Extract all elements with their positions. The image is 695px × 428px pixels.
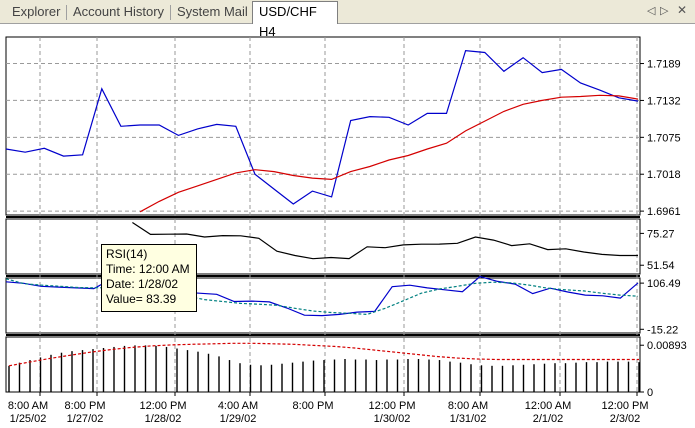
histogram-signal-line — [8, 342, 639, 367]
x-tick-date: 1/27/02 — [67, 413, 104, 425]
series-line-1-0 — [132, 221, 638, 260]
series-line-0-0 — [5, 49, 639, 205]
tooltip-value: Value= 83.39 — [106, 292, 177, 306]
y-tick-label: 1.7018 — [647, 169, 681, 181]
histogram-panel — [8, 342, 640, 392]
x-tick-date: 1/28/02 — [145, 413, 182, 425]
x-tick-date: 1/31/02 — [450, 413, 487, 425]
y-tick-label: 1.7132 — [647, 95, 681, 107]
tab-separator — [66, 5, 67, 20]
x-tick-time: 8:00 AM — [8, 400, 48, 412]
x-tick-time: 8:00 PM — [293, 400, 334, 412]
x-tick-time: 8:00 AM — [448, 400, 488, 412]
x-tick-time: 12:00 AM — [525, 400, 571, 412]
x-tick-date: 2/1/02 — [533, 413, 564, 425]
y-tick-label: -15.22 — [647, 324, 678, 336]
axis-labels: 1.7189 1.7132 1.7075 1.7018 1.6961 75.27 51.54… — [8, 59, 687, 425]
y-tick-label: 0.00893 — [647, 340, 687, 352]
y-tick-label: 51.54 — [647, 260, 675, 272]
series-line-0-1 — [139, 94, 639, 213]
panel-frame-0 — [5, 36, 641, 216]
x-tick-time: 12:00 PM — [368, 400, 415, 412]
y-tick-label: 0 — [647, 387, 653, 399]
y-tick-label: 75.27 — [647, 228, 675, 240]
tab-bar: Explorer Account History System Mail USD… — [0, 0, 695, 39]
triangle-right-icon[interactable]: ▷ — [660, 5, 669, 17]
triangle-left-icon[interactable]: ◁ — [647, 5, 656, 17]
tab-separator — [170, 5, 171, 20]
tooltip-title: RSI(14) — [106, 247, 148, 261]
tab-account-history[interactable]: Account History — [73, 4, 165, 19]
chart-area[interactable]: 1.7189 1.7132 1.7075 1.7018 1.6961 75.27 51.54… — [0, 24, 695, 428]
y-tick-label: 1.7075 — [647, 132, 681, 144]
chart-grid — [6, 37, 640, 392]
y-tick-label: 1.7189 — [647, 59, 681, 71]
tooltip-time: Time: 12:00 AM — [106, 262, 190, 276]
x-tick-date: 1/30/02 — [374, 413, 411, 425]
y-tick-label: 1.6961 — [647, 206, 681, 218]
x-tick-date: 1/25/02 — [10, 413, 47, 425]
tab-explorer[interactable]: Explorer — [12, 4, 61, 19]
tab-system-mail[interactable]: System Mail — [177, 4, 248, 19]
tooltip-date: Date: 1/28/02 — [106, 277, 179, 291]
close-icon[interactable]: ✕ — [677, 3, 688, 17]
tab-usdchf-h4[interactable]: USD/CHF H4 — [252, 1, 338, 39]
panel-frame-1 — [5, 218, 641, 275]
panel-frame-2 — [5, 277, 641, 334]
x-tick-time: 12:00 PM — [601, 400, 648, 412]
x-tick-date: 2/3/02 — [610, 413, 641, 425]
x-tick-date: 1/29/02 — [220, 413, 257, 425]
panel-frames — [5, 36, 641, 393]
x-tick-time: 12:00 PM — [139, 400, 186, 412]
rsi-tooltip: RSI(14) Time: 12:00 AM Date: 1/28/02 Val… — [101, 244, 197, 312]
x-tick-time: 4:00 AM — [218, 400, 258, 412]
panel-frame-3 — [5, 336, 641, 393]
x-tick-time: 8:00 PM — [65, 400, 106, 412]
y-tick-label: 106.49 — [647, 278, 681, 290]
